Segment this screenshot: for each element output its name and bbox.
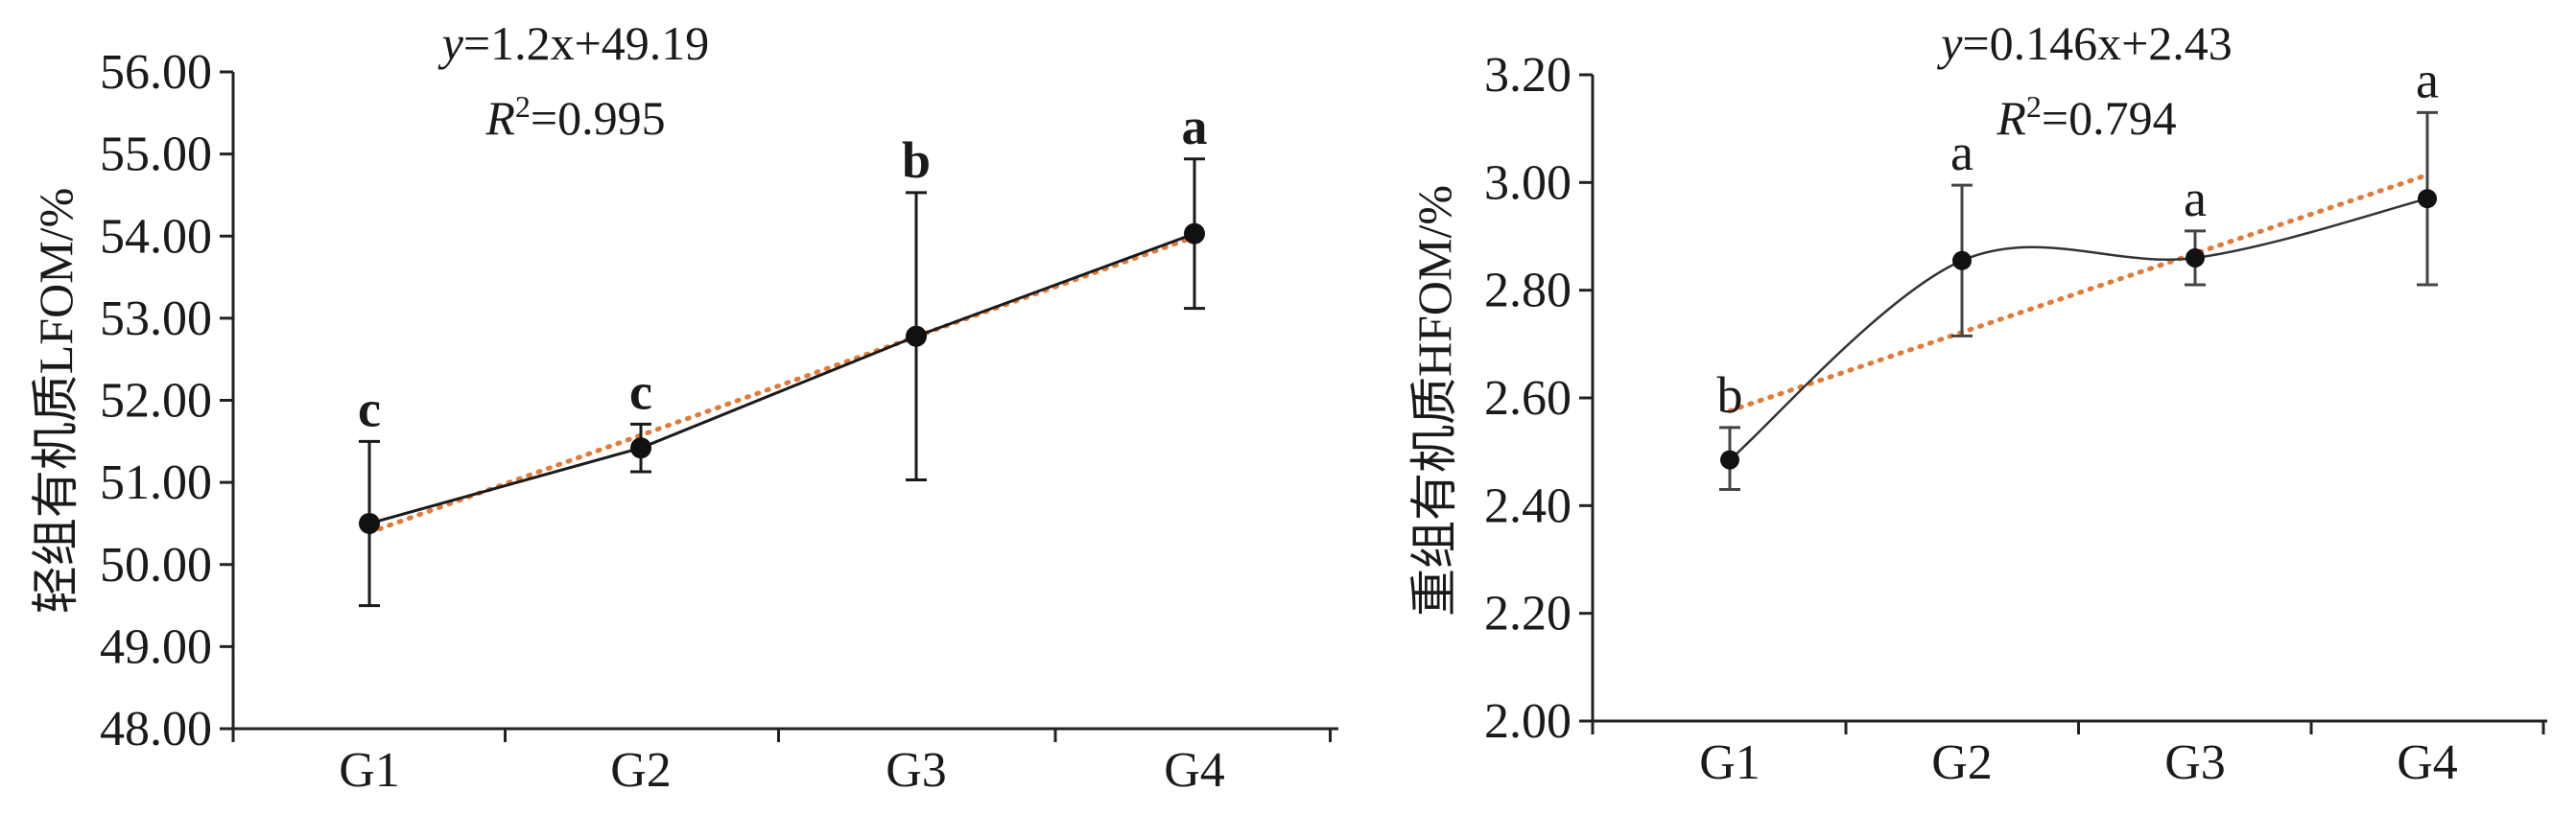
hfom-r2-sup: 2 <box>2026 89 2042 124</box>
hfom-equation-y: y <box>1936 16 1963 70</box>
lfom-data-point <box>359 512 380 534</box>
hfom-x-tick-label: G3 <box>2164 735 2226 790</box>
lfom-equation-y: y <box>437 16 464 70</box>
hfom-trendline <box>1727 172 2430 413</box>
lfom-r2: R2=0.995 <box>484 89 665 145</box>
lfom-y-tick-label: 51.00 <box>100 455 212 510</box>
lfom-y-tick-label: 48.00 <box>100 702 212 757</box>
hfom-r2-symbol: R <box>1996 91 2026 145</box>
lfom-trendline <box>366 234 1197 535</box>
hfom-error-bars <box>1719 110 2438 491</box>
hfom-x-tick-label: G2 <box>1931 735 1993 790</box>
lfom-series-line <box>368 232 1195 525</box>
lfom-y-ticks: 48.00 49.00 50.00 51.00 52.00 53.00 54.00 55.00… <box>100 45 233 757</box>
lfom-y-tick-label: 56.00 <box>100 45 212 100</box>
lfom-data-point <box>906 325 927 347</box>
hfom-significance-letter: a <box>2416 51 2439 108</box>
lfom-significance-letter: a <box>1182 98 1208 155</box>
hfom-significance-letters: b a a a <box>1717 51 2440 424</box>
lfom-error-bars <box>359 157 1205 608</box>
hfom-significance-letter: a <box>1950 124 1973 181</box>
lfom-significance-letter: b <box>902 131 931 189</box>
lfom-x-tick-label: G3 <box>886 743 947 798</box>
lfom-r2-value: =0.995 <box>531 91 666 145</box>
hfom-y-tick-label: 2.20 <box>1484 587 1572 641</box>
lfom-significance-letter: c <box>629 362 652 420</box>
hfom-x-tick-label: G1 <box>1699 735 1761 790</box>
lfom-r2-symbol: R <box>484 91 515 145</box>
hfom-equation: y=0.146x+2.43 <box>1936 16 2233 70</box>
lfom-y-axis-label: 轻组有机质LFOM/% <box>29 188 83 614</box>
lfom-r2-sup: 2 <box>515 89 531 124</box>
lfom-x-tick-label: G4 <box>1164 743 1225 798</box>
hfom-significance-letter: a <box>2184 170 2207 227</box>
hfom-y-axis-label: 重组有机质HFOM/% <box>1407 185 1461 617</box>
hfom-data-point <box>2186 247 2205 268</box>
lfom-data-point <box>630 437 651 459</box>
hfom-y-tick-label: 2.60 <box>1484 371 1572 426</box>
lfom-y-tick-label: 55.00 <box>100 128 212 182</box>
hfom-points <box>1720 189 2437 470</box>
hfom-chart: 2.00 2.20 2.40 2.60 2.80 3.00 3.20 G1 G2 G3 G4 b a… <box>1407 16 2547 790</box>
lfom-y-tick-label: 50.00 <box>100 538 212 593</box>
lfom-points <box>359 222 1205 534</box>
hfom-series-line <box>1729 197 2428 461</box>
lfom-x-tick-label: G1 <box>339 743 400 798</box>
hfom-y-tick-label: 3.20 <box>1484 48 1572 103</box>
hfom-x-tick-label: G4 <box>2397 735 2458 790</box>
lfom-y-tick-label: 52.00 <box>100 374 212 429</box>
hfom-y-tick-label: 3.00 <box>1484 155 1572 210</box>
lfom-x-ticks: G1 G2 G3 G4 <box>231 729 1332 798</box>
hfom-r2-value: =0.794 <box>2042 91 2177 145</box>
hfom-r2: R2=0.794 <box>1996 89 2176 145</box>
hfom-y-tick-label: 2.00 <box>1484 694 1572 749</box>
hfom-y-ticks: 2.00 2.20 2.40 2.60 2.80 3.00 3.20 <box>1484 48 1593 749</box>
hfom-y-tick-label: 2.40 <box>1484 478 1572 533</box>
lfom-equation-body: =1.2x+49.19 <box>463 16 709 70</box>
hfom-data-point <box>2418 189 2437 209</box>
hfom-significance-letter: b <box>1717 366 1743 424</box>
lfom-y-tick-label: 49.00 <box>100 619 212 674</box>
hfom-y-tick-label: 2.80 <box>1484 264 1572 318</box>
hfom-data-point <box>1952 250 1972 270</box>
lfom-equation: y=1.2x+49.19 <box>437 16 710 70</box>
lfom-data-point <box>1184 222 1205 244</box>
lfom-y-tick-label: 53.00 <box>100 291 212 346</box>
hfom-x-ticks: G1 G2 G3 G4 <box>1591 721 2545 790</box>
lfom-significance-letter: c <box>358 380 381 437</box>
lfom-x-tick-label: G2 <box>610 743 672 798</box>
hfom-equation-body: =0.146x+2.43 <box>1962 16 2232 70</box>
lfom-chart: 48.00 49.00 50.00 51.00 52.00 53.00 54.00 55.00… <box>29 16 1338 798</box>
hfom-data-point <box>1720 450 1739 470</box>
lfom-significance-letters: c c b a <box>358 98 1207 438</box>
lfom-y-tick-label: 54.00 <box>100 209 212 264</box>
